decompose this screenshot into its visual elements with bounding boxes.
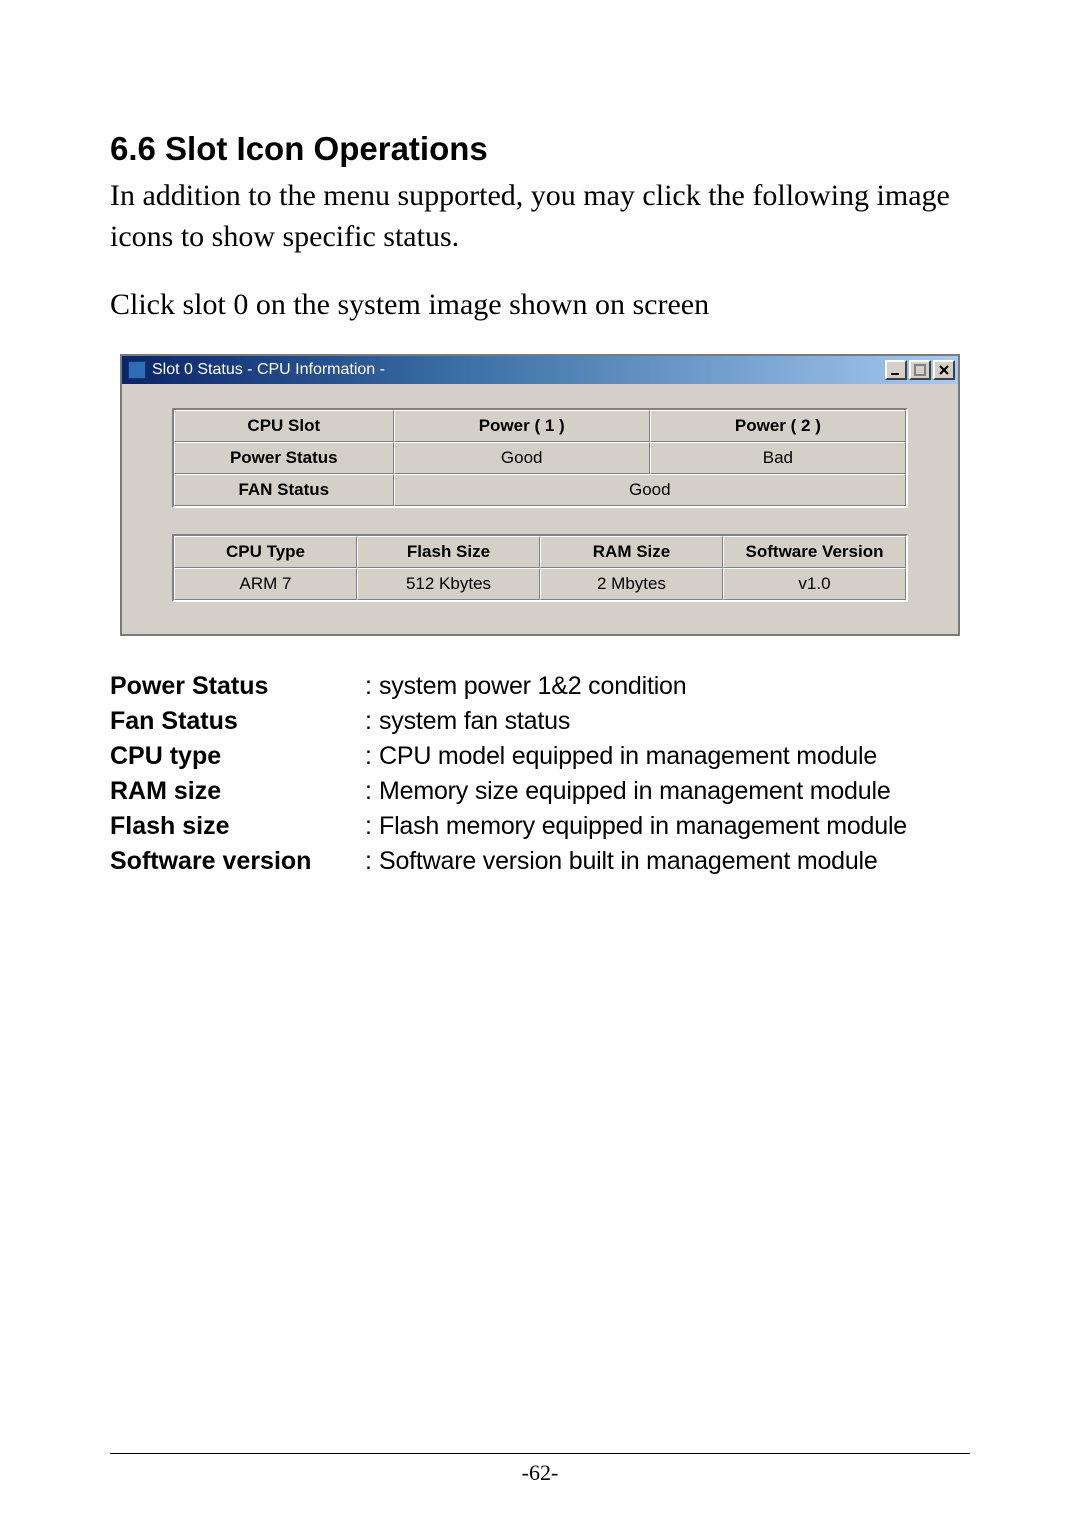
- table-row: Power Status Good Bad: [174, 442, 906, 474]
- footer-rule: [110, 1453, 970, 1454]
- intro-paragraph-2: Click slot 0 on the system image shown o…: [110, 285, 970, 326]
- table-row: ARM 7 512 Kbytes 2 Mbytes v1.0: [174, 568, 906, 600]
- intro-paragraph-1: In addition to the menu supported, you m…: [110, 176, 970, 257]
- header-power-2: Power ( 2 ): [650, 410, 906, 442]
- cell-cpu-type: ARM 7: [174, 568, 357, 600]
- definition-row: CPU type : CPU model equipped in managem…: [110, 742, 970, 771]
- cpu-info-table: CPU Type Flash Size RAM Size Software Ve…: [172, 534, 908, 602]
- app-icon: [128, 361, 146, 379]
- window-buttons: [885, 360, 955, 380]
- definition-term: RAM size: [110, 777, 365, 806]
- header-cpu-slot: CPU Slot: [174, 410, 394, 442]
- definition-desc: system fan status: [379, 707, 970, 736]
- definition-term: Flash size: [110, 812, 365, 841]
- table-row: FAN Status Good: [174, 474, 906, 506]
- window-body: CPU Slot Power ( 1 ) Power ( 2 ) Power S…: [122, 384, 958, 634]
- definition-colon: :: [365, 742, 379, 771]
- cell-power2-status: Bad: [650, 442, 906, 474]
- definition-row: Software version : Software version buil…: [110, 847, 970, 876]
- definition-term: Power Status: [110, 672, 365, 701]
- definition-colon: :: [365, 672, 379, 701]
- cell-power1-status: Good: [394, 442, 650, 474]
- window-title: Slot 0 Status - CPU Information -: [152, 361, 885, 379]
- definition-desc: CPU model equipped in management module: [379, 742, 970, 771]
- definition-row: Fan Status : system fan status: [110, 707, 970, 736]
- definition-row: Flash size : Flash memory equipped in ma…: [110, 812, 970, 841]
- cell-sw-version: v1.0: [723, 568, 906, 600]
- cell-fan-status: Good: [394, 474, 906, 506]
- header-power-1: Power ( 1 ): [394, 410, 650, 442]
- definition-colon: :: [365, 847, 379, 876]
- close-icon: [938, 364, 950, 376]
- cell-flash-size: 512 Kbytes: [357, 568, 540, 600]
- section-heading: 6.6 Slot Icon Operations: [110, 130, 970, 168]
- definition-colon: :: [365, 777, 379, 806]
- definitions-list: Power Status : system power 1&2 conditio…: [110, 672, 970, 876]
- definition-term: Fan Status: [110, 707, 365, 736]
- definition-desc: Flash memory equipped in management modu…: [379, 812, 970, 841]
- table-row: CPU Type Flash Size RAM Size Software Ve…: [174, 536, 906, 568]
- minimize-icon: [890, 364, 902, 376]
- minimize-button[interactable]: [885, 360, 907, 380]
- close-button[interactable]: [933, 360, 955, 380]
- definition-row: Power Status : system power 1&2 conditio…: [110, 672, 970, 701]
- definition-desc: Software version built in management mod…: [379, 847, 970, 876]
- cell-ram-size: 2 Mbytes: [540, 568, 723, 600]
- screenshot-window: Slot 0 Status - CPU Information -: [120, 354, 960, 636]
- window-titlebar: Slot 0 Status - CPU Information -: [122, 356, 958, 384]
- definition-colon: :: [365, 812, 379, 841]
- header-sw-version: Software Version: [723, 536, 906, 568]
- maximize-icon: [914, 364, 926, 376]
- table-row: CPU Slot Power ( 1 ) Power ( 2 ): [174, 410, 906, 442]
- header-flash-size: Flash Size: [357, 536, 540, 568]
- table-spacer: [172, 508, 908, 534]
- definition-colon: :: [365, 707, 379, 736]
- definition-term: Software version: [110, 847, 365, 876]
- definition-desc: Memory size equipped in management modul…: [379, 777, 970, 806]
- row-label-power-status: Power Status: [174, 442, 394, 474]
- definition-desc: system power 1&2 condition: [379, 672, 970, 701]
- screenshot-window-container: Slot 0 Status - CPU Information -: [110, 354, 970, 636]
- cpu-slot-table: CPU Slot Power ( 1 ) Power ( 2 ) Power S…: [172, 408, 908, 508]
- maximize-button[interactable]: [909, 360, 931, 380]
- header-cpu-type: CPU Type: [174, 536, 357, 568]
- header-ram-size: RAM Size: [540, 536, 723, 568]
- definition-term: CPU type: [110, 742, 365, 771]
- row-label-fan-status: FAN Status: [174, 474, 394, 506]
- definition-row: RAM size : Memory size equipped in manag…: [110, 777, 970, 806]
- page-number: -62-: [0, 1460, 1080, 1486]
